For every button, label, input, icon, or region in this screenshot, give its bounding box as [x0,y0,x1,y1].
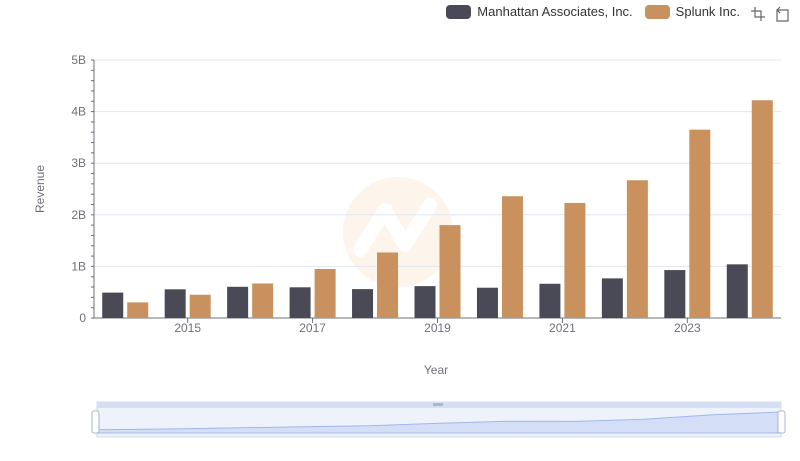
y-tick-label: 4B [71,105,86,119]
bar-splunk[interactable] [252,283,274,318]
y-axis-title: Revenue [33,165,47,213]
legend-label-manhattan: Manhattan Associates, Inc. [477,4,633,19]
bar-splunk[interactable] [501,196,523,318]
y-tick-label: 5B [71,53,86,67]
x-tick-label: 2019 [424,321,451,335]
x-axis: 2015 2017 2019 2021 2023 [94,317,781,335]
x-tick-label: 2021 [549,321,576,335]
bar-manhattan[interactable] [164,289,186,318]
bar-splunk[interactable] [377,252,399,318]
y-tick-label: 0 [79,311,86,325]
bar-manhattan[interactable] [352,289,374,318]
legend-label-splunk: Splunk Inc. [675,4,740,19]
bar-splunk[interactable] [189,294,211,318]
datazoom-slider[interactable] [91,401,786,438]
bars [102,100,773,318]
legend-swatch-splunk [644,4,670,19]
bar-manhattan[interactable] [227,286,249,318]
bar-manhattan[interactable] [539,283,561,318]
watermark-logo [343,177,453,287]
legend-swatch-manhattan [446,4,472,19]
x-tick-label: 2023 [674,321,701,335]
bar-manhattan[interactable] [414,286,436,318]
bar-splunk[interactable] [564,202,586,318]
bar-manhattan[interactable] [726,264,748,318]
y-tick-label: 2B [71,208,86,222]
datazoom-handle-left[interactable] [91,410,100,434]
bar-splunk[interactable] [127,302,149,318]
y-axis: 0 1B 2B 3B 4B 5B [71,53,95,325]
bar-splunk[interactable] [689,129,711,318]
bar-splunk[interactable] [751,100,773,318]
bar-manhattan[interactable] [102,292,124,318]
restore-icon[interactable] [774,6,790,22]
toolbox [750,6,790,22]
bar-manhattan[interactable] [664,270,686,318]
bar-manhattan[interactable] [476,287,498,318]
legend-item-manhattan[interactable]: Manhattan Associates, Inc. [446,4,633,19]
bar-splunk[interactable] [626,180,648,318]
legend: Manhattan Associates, Inc. Splunk Inc. [446,4,740,19]
y-tick-label: 1B [71,259,86,273]
x-axis-title: Year [424,363,448,377]
y-tick-label: 3B [71,156,86,170]
x-tick-label: 2015 [174,321,201,335]
bar-manhattan[interactable] [289,287,311,318]
legend-item-splunk[interactable]: Splunk Inc. [644,4,740,19]
grid [94,59,781,267]
datazoom-handle-right[interactable] [777,410,786,434]
bar-splunk[interactable] [439,225,461,318]
bar-manhattan[interactable] [601,278,623,318]
bar-splunk[interactable] [314,268,336,318]
zoom-icon[interactable] [750,6,766,22]
x-tick-label: 2017 [299,321,326,335]
datazoom-preview [96,411,782,434]
datazoom-grip[interactable] [433,403,443,406]
